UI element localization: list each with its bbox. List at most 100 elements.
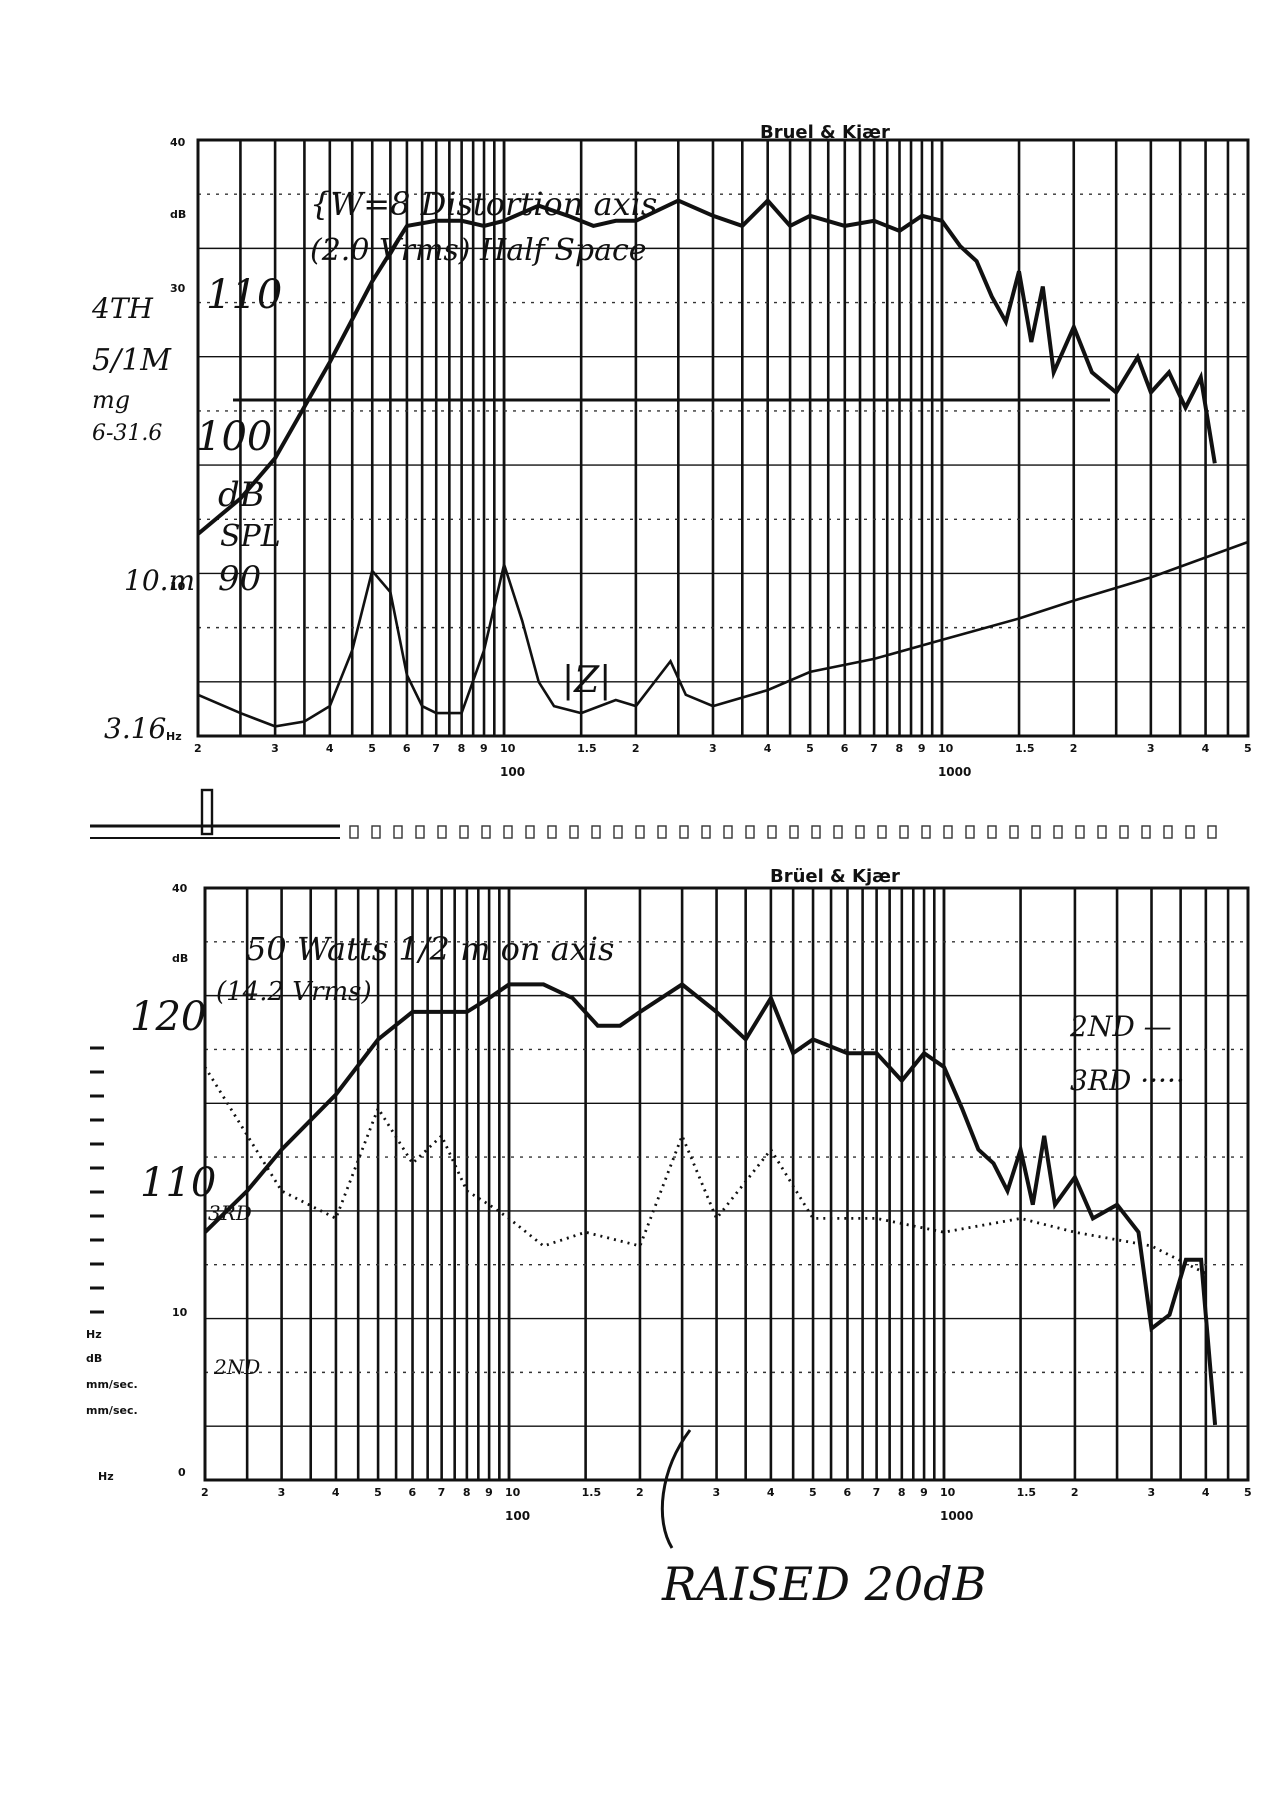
x-tick-label: 4	[326, 742, 334, 755]
x-tick-label: 6	[843, 1486, 851, 1499]
x-tick-label: 9	[485, 1486, 493, 1499]
y-tick-label: dB	[86, 1352, 102, 1365]
x-tick-label: 2	[636, 1486, 644, 1499]
strip-tick	[1141, 825, 1151, 839]
y-tick-label: 30	[170, 282, 186, 295]
strip-tick	[1119, 825, 1129, 839]
separator-strip	[90, 788, 1217, 839]
strip-tick	[833, 825, 843, 839]
strip-tick	[921, 825, 931, 839]
y-tick-label: 10	[170, 580, 186, 593]
x-tick-label: 1000	[940, 1509, 973, 1523]
hand-third: 3RD	[208, 1201, 252, 1225]
x-tick-label: 9	[918, 742, 926, 755]
strip-tick	[1207, 825, 1217, 839]
x-tick-label: 9	[920, 1486, 928, 1499]
chart1-frame	[196, 138, 1250, 738]
strip-tick	[1009, 825, 1019, 839]
x-tick-label: 10	[938, 742, 954, 755]
strip-tick	[525, 825, 535, 839]
chart2-grid	[203, 888, 1250, 1480]
strip-tick	[503, 825, 513, 839]
x-tick-label: 3	[278, 1486, 286, 1499]
x-tick-label: 5	[374, 1486, 382, 1499]
chart2-third-harmonic-line	[203, 1066, 1207, 1275]
strip-tick	[987, 825, 997, 839]
hand-left-2: 5/1M	[92, 343, 172, 378]
strip-tick	[811, 825, 821, 839]
y-tick-label: dB	[172, 952, 188, 965]
x-tick-label: 10	[500, 742, 516, 755]
y-tick-label: mm/sec.	[86, 1404, 138, 1417]
strip-tick	[789, 825, 799, 839]
y-tick-label: Hz	[98, 1470, 114, 1483]
x-tick-label: 8	[898, 1486, 906, 1499]
x-tick-label: 3	[709, 742, 717, 755]
x-tick-label: 2	[632, 742, 640, 755]
hand-legend-3rd: 3RD ·····	[1070, 1064, 1185, 1097]
hand-y110: 110	[140, 1160, 216, 1206]
strip-tick	[547, 825, 557, 839]
hand-spl: SPL	[220, 519, 281, 554]
x-tick-label: 9	[480, 742, 488, 755]
x-tick-label: 1.5	[577, 742, 597, 755]
y-tick-label: mm/sec.	[86, 1378, 138, 1391]
x-tick-label: 10	[505, 1486, 521, 1499]
x-tick-label: 7	[870, 742, 878, 755]
x-tick-label: 1.5	[1015, 742, 1034, 755]
strip-tick	[855, 825, 865, 839]
hand-y100: 100	[196, 414, 272, 460]
hand-y110: 110	[206, 272, 282, 318]
chart1-x-ticks: 2 3 4 5 6 7 8 9 10 100 1.5 2 3 4 5 6 7 8 9 10 1000 1.5 2 3 4 5	[194, 742, 1252, 779]
x-tick-label: 3	[713, 1486, 721, 1499]
y-tick-label: 40	[170, 136, 186, 149]
chart1-y-ticks: 40 dB 30 10 Hz	[166, 136, 186, 743]
strip-tick	[767, 825, 777, 839]
y-tick-label: 0	[178, 1466, 186, 1479]
strip-tick	[393, 825, 403, 839]
x-tick-label: 5	[806, 742, 814, 755]
hand-left-3: mg	[92, 386, 130, 414]
chart1-brand: Bruel & Kjær	[760, 122, 890, 143]
x-tick-label: 8	[896, 742, 904, 755]
strip-tick	[437, 825, 447, 839]
strip-tick	[657, 825, 667, 839]
strip-tick	[415, 825, 425, 839]
strip-ticks	[349, 825, 1217, 839]
hand-header2: (2.0 Vrms) Half Space	[310, 233, 647, 268]
strip-tick	[613, 825, 623, 839]
x-tick-label: 4	[764, 742, 772, 755]
hand-left-1: 4TH	[91, 292, 153, 325]
chart2-left-dashes	[90, 1046, 104, 1314]
y-tick-label: 40	[172, 882, 188, 895]
hand-left-5: 10.m	[124, 564, 195, 597]
strip-tick	[591, 825, 601, 839]
y-tick-label: dB	[170, 208, 186, 221]
strip-tick	[723, 825, 733, 839]
hand-y120: 120	[130, 994, 206, 1040]
x-tick-label: 4	[1202, 1486, 1210, 1499]
strip-tick	[943, 825, 953, 839]
strip-tick	[965, 825, 975, 839]
x-tick-label: 5	[1244, 1486, 1252, 1499]
hand-dB: dB	[218, 475, 265, 515]
hand-legend-2nd: 2ND —	[1069, 1010, 1172, 1043]
hand-left-6: 3.16	[104, 712, 166, 745]
x-tick-label: 1.5	[1017, 1486, 1036, 1499]
chart2-second-harmonic-line	[203, 981, 1218, 1426]
hand-z-label: |Z|	[562, 660, 611, 701]
x-tick-label: 3	[1147, 742, 1155, 755]
chart1-spl-line	[196, 197, 1217, 536]
x-tick-label: 10	[940, 1486, 956, 1499]
y-tick-label: Hz	[166, 730, 182, 743]
strip-marker	[200, 788, 214, 836]
x-tick-label: 5	[1244, 742, 1252, 755]
strip-tick	[877, 825, 887, 839]
hand-annotation: RAISED 20dB	[661, 1557, 986, 1611]
strip-tick	[1075, 825, 1085, 839]
chart2-y-ticks: 40 dB 10 Hz dB mm/sec. mm/sec. 0 Hz	[86, 882, 188, 1483]
annotation-arrow	[660, 1429, 692, 1549]
strip-tick	[701, 825, 711, 839]
